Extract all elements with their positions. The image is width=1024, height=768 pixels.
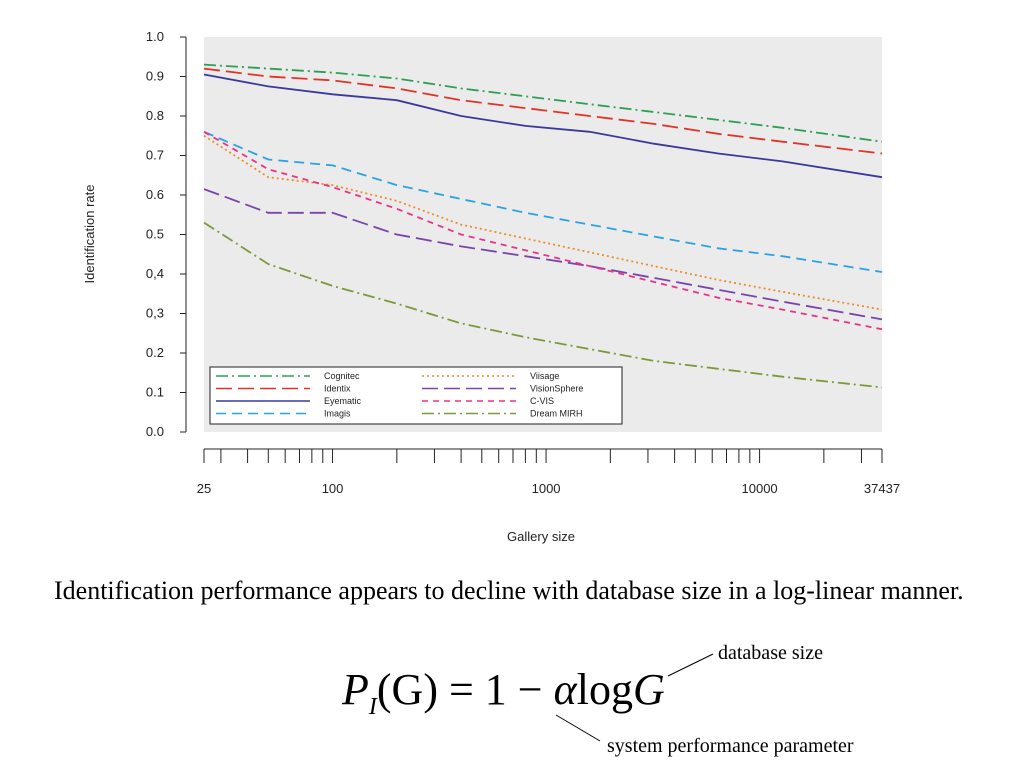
y-tick-label: 0.8 xyxy=(146,108,164,123)
y-axis: 0.0 0.1 0.2 0,3 0,4 0.5 0.6 0.7 0.8 0.9 1.0 xyxy=(146,29,187,439)
system-parameter-leader xyxy=(555,714,601,742)
formula-g: G xyxy=(632,665,665,714)
y-tick-label: 0,4 xyxy=(146,266,164,281)
y-tick-label: 0.2 xyxy=(146,345,164,360)
legend-box xyxy=(209,366,623,425)
caption-text: Identification performance appears to de… xyxy=(54,576,964,605)
series-line-c-vis xyxy=(203,131,883,331)
x-axis: 25 100 1000 10000 37437 xyxy=(197,448,900,496)
formula-equals: = 1 − xyxy=(437,665,554,714)
formula: PI(G) = 1 − αlogG xyxy=(342,664,665,721)
x-tick-label: 25 xyxy=(197,481,211,496)
legend-label: Eyematic xyxy=(324,396,362,406)
legend-label: Dream MIRH xyxy=(530,409,583,419)
y-tick-label: 1.0 xyxy=(146,29,164,44)
y-tick-label: 0.5 xyxy=(146,227,164,242)
legend-label: VisionSphere xyxy=(530,384,583,394)
series-line-cognitec xyxy=(203,63,883,143)
series-line-imagis xyxy=(203,130,883,273)
legend-label: Identix xyxy=(324,384,351,394)
x-tick-label: 100 xyxy=(322,481,344,496)
legend-label: C-VIS xyxy=(530,396,554,406)
chart-legend: Cognitec Identix Eyematic Imagis Viisage Visi… xyxy=(209,366,623,425)
x-tick-label: 10000 xyxy=(742,481,778,496)
line-chart: 0.0 0.1 0.2 0,3 0,4 0.5 0.6 0.7 0.8 0.9 1.0 25 100 1… xyxy=(82,29,900,544)
y-tick-label: 0.0 xyxy=(146,424,164,439)
series-line-eyematic xyxy=(203,73,883,179)
series-line-identix xyxy=(203,67,883,155)
system-parameter-note: system performance parameter xyxy=(607,735,854,757)
series-line-visionsphere xyxy=(203,188,883,321)
database-size-note: database size xyxy=(718,642,823,664)
series-line-dream-mirh xyxy=(203,221,883,389)
x-tick-label: 1000 xyxy=(532,481,561,496)
x-tick-label: 37437 xyxy=(864,481,900,496)
y-tick-label: 0.1 xyxy=(146,385,164,400)
x-axis-title: Gallery size xyxy=(507,529,575,544)
y-tick-label: 0.7 xyxy=(146,148,164,163)
legend-label: Viisage xyxy=(530,371,559,381)
formula-p: P xyxy=(342,665,369,714)
plot-background xyxy=(204,37,882,432)
legend-label: Imagis xyxy=(324,409,351,419)
y-axis-title: Identification rate xyxy=(82,184,97,283)
y-tick-label: 0.9 xyxy=(146,69,164,84)
y-tick-label: 0,3 xyxy=(146,306,164,321)
y-tick-label: 0.6 xyxy=(146,187,164,202)
formula-subscript: I xyxy=(368,694,377,720)
database-size-leader xyxy=(667,653,714,677)
series-line-viisage xyxy=(203,135,883,311)
formula-g-arg: (G) xyxy=(376,665,438,714)
legend-label: Cognitec xyxy=(324,371,360,381)
formula-alpha: α xyxy=(553,665,577,714)
formula-log: log xyxy=(576,665,633,714)
series-layer xyxy=(203,63,883,389)
